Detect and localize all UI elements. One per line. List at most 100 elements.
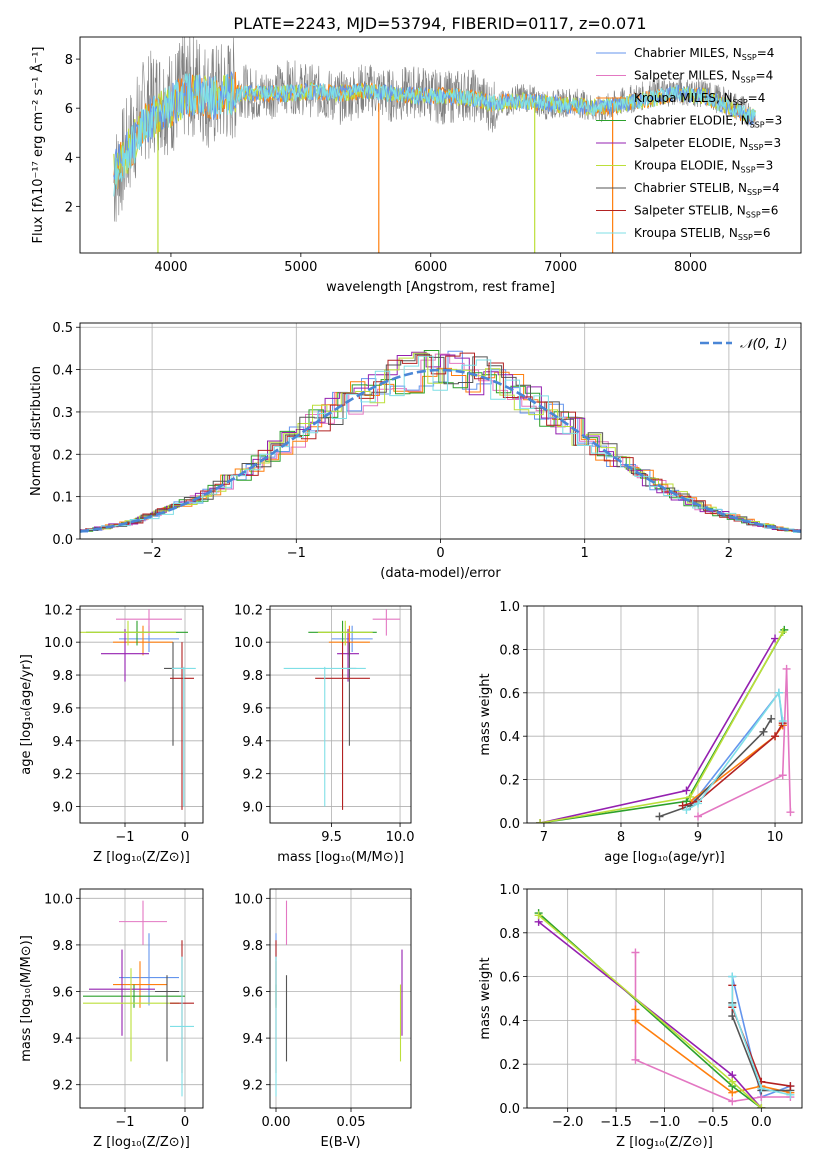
- x-tick-label: 8000: [674, 260, 707, 275]
- gaussian-legend-label: 𝒩(0, 1): [740, 337, 787, 352]
- mass-weight-marker: [728, 1097, 737, 1106]
- mass-weight-marker: [771, 732, 780, 741]
- y-tick-label: 0.0: [52, 533, 73, 548]
- y-tick-label: 9.8: [242, 939, 263, 954]
- plot-area: [275, 900, 403, 1097]
- mass-weight-marker: [536, 819, 545, 823]
- mass-weight-marker: [655, 812, 664, 821]
- plot-area: [80, 350, 801, 533]
- panel-spectrum: 4000 5000 6000 7000 8000 2 4 6 8 wavelength [Angs…: [30, 36, 802, 295]
- x-tick-label: 1: [581, 546, 589, 561]
- y-tick-label: 0.2: [499, 1058, 520, 1073]
- panel-age_vs_mass: 9.5 10.0 9.0 9.2 9.4 9.6 9.8 10.0 10.2 mass [log₁…: [234, 603, 414, 865]
- x-tick-label: −1: [115, 830, 134, 845]
- mass-weight-marker: [631, 1016, 640, 1025]
- y-tick-label: 0.5: [52, 321, 73, 336]
- x-axis-label: mass [log₁₀(M/M⊙)]: [277, 850, 404, 865]
- y-tick-label: 0.4: [499, 730, 520, 745]
- y-tick-label: 0.2: [52, 448, 73, 463]
- mass-weight-line: [539, 629, 785, 823]
- mass-weight-marker: [786, 808, 795, 817]
- panel-age_vs_Z: −1 0 9.0 9.2 9.4 9.6 9.8 10.0 10.2 Z [log₁₀(Z/Z⊙)…: [19, 603, 204, 865]
- mass-weight-marker: [678, 801, 687, 810]
- mass-weight-marker: [778, 717, 787, 726]
- x-tick-label: −1.5: [600, 1115, 632, 1130]
- mass-weight-marker: [728, 972, 737, 981]
- y-tick-label: 0.8: [499, 643, 520, 658]
- legend-label: Chabrier STELIB, NSSP=4: [634, 181, 780, 197]
- plot-area: [113, 37, 756, 253]
- y-tick-label: 10.2: [234, 603, 263, 618]
- x-tick-label: 4000: [154, 260, 187, 275]
- mass-weight-marker: [728, 1077, 737, 1086]
- axes-frame: [79, 888, 204, 1109]
- y-tick-label: 0.8: [499, 927, 520, 942]
- x-tick-label: −1.0: [649, 1115, 681, 1130]
- y-tick-label: 0.3: [52, 406, 73, 421]
- panel-mass_vs_Z: −1 0 9.2 9.4 9.6 9.8 10.0 Z [log₁₀(Z/Z⊙)] mass […: [19, 888, 204, 1150]
- mass-weight-marker: [631, 948, 640, 957]
- x-tick-label: 0: [436, 546, 444, 561]
- x-axis-label: Z [log₁₀(Z/Z⊙)]: [93, 1135, 190, 1150]
- y-axis-label: mass weight: [478, 957, 493, 1039]
- y-tick-label: 0.0: [499, 817, 520, 832]
- figure-title: PLATE=2243, MJD=53794, FIBERID=0117, z=0…: [233, 14, 646, 33]
- legend-label: Kroupa STELIB, NSSP=6: [634, 226, 771, 242]
- mass-weight-line: [659, 718, 772, 818]
- mass-weight-marker: [682, 805, 691, 814]
- mass-weight-marker: [782, 664, 791, 673]
- y-tick-label: 9.2: [242, 768, 263, 783]
- axes-frame: [79, 605, 204, 824]
- y-axis-label: age [log₁₀(age/yr)]: [19, 654, 34, 775]
- mass-weight-marker: [771, 634, 780, 643]
- histogram-step: [80, 351, 801, 531]
- x-tick-label: −1: [287, 546, 306, 561]
- x-axis-label: Z [log₁₀(Z/Z⊙)]: [616, 1135, 713, 1150]
- y-tick-label: 6: [65, 102, 73, 117]
- panel-massweight_vs_Z: −2.0 −1.5 −1.0 −0.5 0.0 0.0 0.2 0.4 0.6 0.8 1.0 Z […: [478, 883, 803, 1150]
- legend-label: Chabrier MILES, NSSP=4: [634, 46, 774, 62]
- legend-label: Kroupa MILES, NSSP=4: [634, 91, 765, 107]
- axes-frame: [269, 605, 412, 824]
- x-tick-label: 10: [767, 830, 784, 845]
- legend-label: Salpeter STELIB, NSSP=6: [634, 204, 778, 220]
- histogram-step: [81, 352, 801, 532]
- mass-weight-marker: [694, 799, 703, 808]
- x-tick-label: 7000: [544, 260, 577, 275]
- y-tick-label: 1.0: [499, 883, 520, 898]
- x-tick-label: −1: [115, 1115, 134, 1130]
- y-tick-label: 9.8: [242, 669, 263, 684]
- plot-area: [83, 900, 194, 1097]
- x-tick-label: 10.0: [386, 830, 415, 845]
- y-tick-label: 10.2: [44, 603, 73, 618]
- y-tick-label: 9.4: [242, 1032, 263, 1047]
- y-tick-label: 9.8: [52, 669, 73, 684]
- mass-weight-line: [538, 921, 762, 1108]
- y-tick-label: 1.0: [499, 600, 520, 615]
- mass-weight-marker: [786, 1082, 795, 1091]
- x-tick-label: 5000: [284, 260, 317, 275]
- y-tick-label: 8: [65, 53, 73, 68]
- y-tick-label: 9.4: [52, 1032, 73, 1047]
- mass-weight-marker: [631, 1055, 640, 1064]
- spectrum-model-line: [113, 70, 756, 180]
- mass-weight-marker: [767, 714, 776, 723]
- x-tick-label: 0.00: [262, 1115, 291, 1130]
- mass-weight-line: [686, 690, 784, 811]
- x-tick-label: −2: [143, 546, 162, 561]
- x-tick-label: 0: [181, 1115, 189, 1130]
- y-axis-label: Flux [fλ10⁻¹⁷ erg cm⁻² s⁻¹ Å⁻¹]: [30, 47, 46, 244]
- y-tick-label: 9.0: [52, 801, 73, 816]
- y-tick-label: 9.4: [242, 735, 263, 750]
- mass-weight-marker: [534, 911, 543, 920]
- x-axis-label: age [log₁₀(age/yr)]: [604, 850, 725, 865]
- mass-weight-marker: [694, 812, 703, 821]
- y-tick-label: 9.4: [52, 735, 73, 750]
- y-tick-label: 9.2: [52, 768, 73, 783]
- panel-massweight_vs_age: 7 8 9 10 0.0 0.2 0.4 0.6 0.8 1.0 age [log₁₀(age/yr…: [478, 600, 803, 865]
- axes-frame: [526, 888, 803, 1109]
- x-tick-label: 8: [617, 830, 625, 845]
- x-axis-label: (data-model)/error: [380, 566, 501, 581]
- mass-weight-line: [697, 668, 792, 818]
